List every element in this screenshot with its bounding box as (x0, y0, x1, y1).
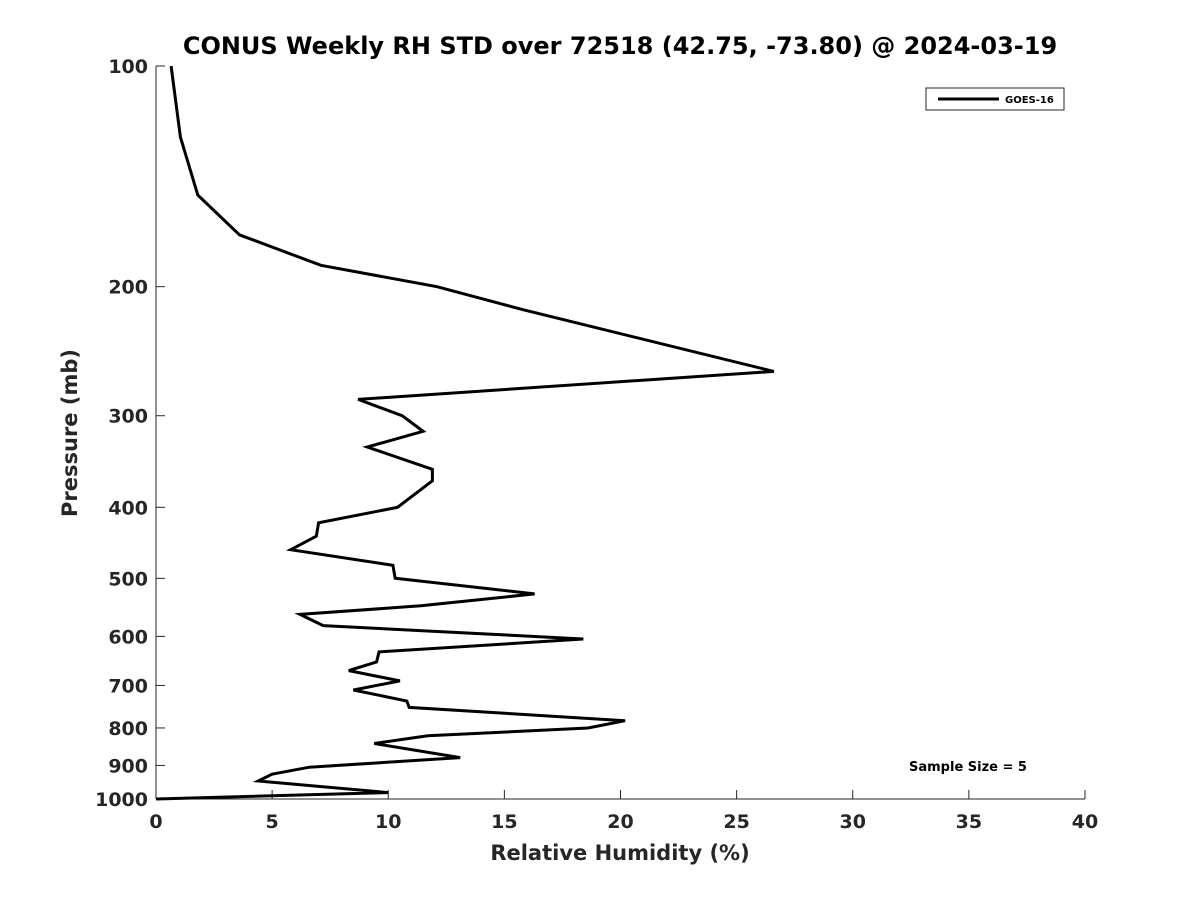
y-tick-label: 100 (108, 56, 148, 78)
x-tick-label: 35 (956, 811, 982, 833)
x-tick-label: 20 (607, 811, 633, 833)
x-tick-label: 10 (375, 811, 401, 833)
series-line-goes-16 (155, 65, 775, 801)
sample-size-annotation: Sample Size = 5 (909, 760, 1027, 775)
x-tick-label: 40 (1072, 811, 1098, 833)
chart-title: CONUS Weekly RH STD over 72518 (42.75, -… (183, 32, 1057, 60)
y-tick-label: 700 (108, 675, 148, 697)
y-tick-label: 1000 (95, 789, 148, 811)
y-tick-label: 900 (108, 755, 148, 777)
x-axis-label: Relative Humidity (%) (490, 841, 749, 865)
y-tick-label: 200 (108, 277, 148, 299)
y-tick-label: 600 (108, 626, 148, 648)
legend-entry-goes-16: GOES-16 (1005, 95, 1054, 106)
y-tick-label: 400 (108, 497, 148, 519)
plot-area (155, 66, 1085, 800)
series-layer (155, 65, 775, 801)
x-tick-label: 15 (491, 811, 517, 833)
y-axis-label: Pressure (mb) (58, 349, 82, 517)
x-axis-ticks: 0 5 10 15 20 25 30 35 40 (149, 790, 1098, 833)
legend: GOES-16 (925, 87, 1065, 111)
y-tick-label: 800 (108, 718, 148, 740)
y-tick-label: 300 (108, 406, 148, 428)
x-tick-label: 5 (266, 811, 279, 833)
y-axis-ticks: 100 200 300 400 500 600 700 800 900 1000 (95, 56, 165, 811)
x-tick-label: 30 (840, 811, 866, 833)
x-tick-label: 25 (723, 811, 749, 833)
y-tick-label: 500 (108, 568, 148, 590)
x-tick-label: 0 (149, 811, 162, 833)
